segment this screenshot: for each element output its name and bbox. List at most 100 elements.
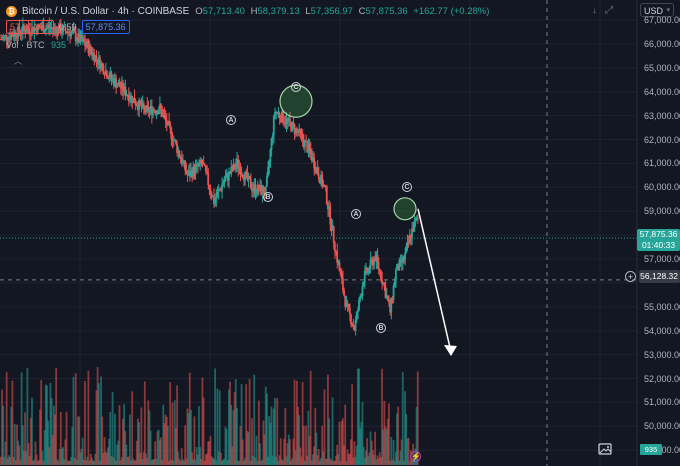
volume-bar: [24, 412, 26, 465]
symbol-title[interactable]: Bitcoin / U.S. Dollar · 4h · COINBASE: [22, 5, 190, 17]
candle-body: [308, 143, 311, 150]
volume-bar: [299, 447, 302, 465]
price-tick-label: 62,000.00: [644, 134, 680, 145]
volume-bar: [3, 457, 6, 465]
candle-body: [198, 163, 200, 167]
volume-bar: [223, 458, 226, 465]
candle-body: [202, 163, 205, 165]
candle-body: [366, 268, 368, 273]
candle-body: [153, 109, 155, 112]
volume-bar: [135, 440, 138, 465]
candle-body: [27, 28, 30, 30]
volume-bar: [383, 400, 386, 465]
down-arrow-icon[interactable]: ↓: [592, 5, 597, 16]
candle-body: [248, 175, 251, 180]
volume-bar: [50, 398, 53, 465]
volume-bar: [300, 456, 303, 465]
candle-body: [5, 35, 8, 41]
volume-bar: [289, 439, 291, 465]
volume-bar: [193, 416, 196, 465]
volume-bar: [125, 444, 128, 465]
candle-body: [338, 262, 341, 272]
volume-bar: [81, 437, 84, 465]
volume-bar: [301, 382, 304, 465]
volume-bar: [255, 435, 258, 465]
volume-bar: [93, 460, 96, 465]
volume-bar: [257, 400, 260, 465]
candle-body: [323, 185, 326, 187]
candle-body: [262, 187, 265, 194]
volume-bar: [146, 457, 149, 465]
candle-body: [389, 302, 392, 313]
volume-bar: [305, 425, 307, 465]
price-tick-label: 53,000.00: [644, 349, 680, 360]
volume-bar: [292, 438, 295, 465]
candle-body: [175, 139, 177, 144]
collapse-legend-icon[interactable]: ︿: [13, 56, 23, 66]
buy-button[interactable]: 57,875.36: [81, 20, 130, 34]
lightning-icon[interactable]: ⚡: [410, 451, 421, 462]
volume-bar: [44, 384, 47, 465]
volume-bar: [208, 440, 211, 465]
candle-body: [152, 109, 154, 116]
volume-bar: [187, 413, 190, 465]
currency-selector[interactable]: USD ▾: [640, 3, 674, 17]
volume-bar: [171, 402, 174, 465]
fullscreen-icon[interactable]: ⤢: [605, 5, 613, 16]
sell-button[interactable]: 57,874.77: [6, 20, 55, 34]
volume-bar: [333, 460, 336, 465]
volume-bar: [215, 460, 218, 465]
price-tick-label: 51,000.00: [644, 397, 680, 408]
candle-body: [58, 24, 61, 34]
volume-bar: [19, 459, 22, 465]
volume-bar: [82, 459, 85, 465]
volume-bar: [194, 459, 197, 465]
volume-bar: [297, 406, 299, 465]
candle-body: [23, 24, 25, 29]
volume-bar: [331, 397, 334, 465]
volume-bar: [324, 458, 327, 465]
candle-body: [156, 110, 159, 114]
volume-bar: [216, 388, 219, 465]
candle-body: [124, 86, 127, 96]
candle-body: [398, 260, 401, 271]
volume-bar: [157, 429, 160, 465]
volume-bar: [95, 390, 98, 465]
candle-body: [356, 310, 359, 313]
candle-body: [352, 325, 355, 327]
candle-body: [145, 105, 147, 113]
candle-body: [208, 185, 211, 189]
volume-bar: [23, 451, 25, 465]
volume-bar: [399, 450, 402, 465]
volume-bar: [404, 391, 406, 465]
volume-bar: [206, 453, 208, 465]
volume-bar: [147, 400, 150, 465]
candle-body: [217, 189, 220, 192]
volume-bar: [415, 406, 418, 465]
candle-body: [134, 103, 137, 106]
candle-body: [206, 171, 208, 174]
volume-bar: [345, 460, 348, 465]
candle-body: [40, 28, 43, 30]
candle-body: [274, 111, 276, 117]
candle-body: [331, 226, 334, 231]
volume-bar: [313, 446, 316, 465]
volume-bar: [356, 368, 359, 465]
candle-body: [246, 172, 249, 180]
candle-body: [80, 35, 83, 41]
plus-icon[interactable]: +: [625, 271, 636, 282]
candle-body: [161, 109, 164, 117]
candle-body: [95, 55, 98, 60]
candle-body: [207, 173, 210, 186]
volume-bar: [177, 451, 180, 465]
candle-body: [163, 114, 166, 117]
volume-bar: [390, 437, 393, 465]
volume-bar: [25, 450, 28, 465]
volume-bar: [20, 372, 23, 465]
candle-body: [51, 27, 54, 30]
volume-bar: [54, 414, 56, 465]
candle-body: [176, 143, 178, 154]
volume-bar: [231, 446, 234, 465]
camera-icon[interactable]: [597, 441, 613, 457]
